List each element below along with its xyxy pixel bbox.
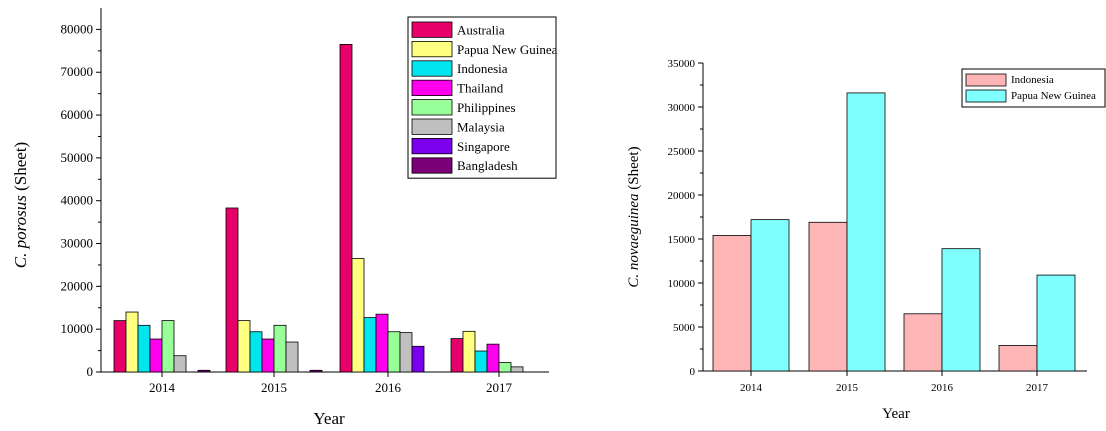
y-tick-label: 10000 <box>61 321 94 336</box>
bar-thailand-2015 <box>261 338 275 373</box>
x-tick-label: 2016 <box>375 380 402 395</box>
legend-label: Indonesia <box>1011 74 1054 86</box>
bar-philippines-2014 <box>161 320 175 373</box>
bar-thailand-2017 <box>486 343 500 373</box>
y-tick-label: 60000 <box>61 107 94 122</box>
legend-swatch <box>411 137 453 155</box>
legend-label: Singapore <box>457 139 510 154</box>
bar-papua-new-guinea-2016 <box>351 258 365 373</box>
bar-malaysia-2014 <box>173 355 187 373</box>
x-tick-label: 2017 <box>486 380 513 395</box>
x-tick-label: 2015 <box>836 382 859 394</box>
bar-australia-2016 <box>339 44 353 373</box>
bar-papua-new-guinea-2014 <box>750 219 790 372</box>
legend-swatch <box>965 89 1007 103</box>
y-tick-label: 0 <box>690 366 696 378</box>
y-tick-label: 50000 <box>61 150 94 165</box>
legend-label: Papua New Guinea <box>457 42 558 57</box>
bar-singapore-2016 <box>411 345 425 373</box>
bar-philippines-2015 <box>273 324 287 373</box>
bar-thailand-2014 <box>149 338 163 373</box>
legend-swatch <box>411 60 453 77</box>
legend-swatch <box>411 79 453 96</box>
y-tick-label: 20000 <box>668 190 696 202</box>
y-tick-label: 0 <box>87 364 94 379</box>
y-tick-label: 70000 <box>61 64 94 79</box>
y-axis-title-italic: C. porosus <box>11 195 30 268</box>
legend: Indonesia Papua New Guinea <box>961 68 1106 108</box>
bar-indonesia-2016 <box>903 313 943 372</box>
y-axis-title: C. novaeguinea (Sheet) <box>626 146 642 287</box>
bar-indonesia-2014 <box>712 235 752 372</box>
legend-swatch <box>965 73 1007 87</box>
x-tick-label: 2016 <box>931 382 954 394</box>
bar-malaysia-2016 <box>399 332 413 373</box>
y-tick-label: 25000 <box>668 146 696 158</box>
legend-label: Australia <box>457 22 505 37</box>
bar-bangladesh-2014 <box>197 369 211 373</box>
x-tick-label: 2014 <box>149 380 176 395</box>
bar-indonesia-2014 <box>137 324 151 373</box>
bar-malaysia-2017 <box>510 366 524 373</box>
x-tick-label: 2017 <box>1026 382 1049 394</box>
bar-philippines-2017 <box>498 362 512 373</box>
legend-swatch <box>411 118 453 135</box>
x-axis-title: Year <box>313 409 345 428</box>
bar-bangladesh-2015 <box>309 369 323 373</box>
legend-label: Indonesia <box>457 61 508 76</box>
bar-australia-2015 <box>225 207 239 373</box>
legend-label: Malaysia <box>457 119 505 134</box>
legend-swatch <box>411 41 453 58</box>
bar-australia-2017 <box>450 338 464 373</box>
legend: Australia Papua New Guinea Indonesia Thaila… <box>407 16 558 179</box>
y-axis-title: C. porosus (Sheet) <box>11 142 30 268</box>
y-tick-label: 30000 <box>61 236 94 251</box>
bar-indonesia-2015 <box>808 221 848 372</box>
y-tick-label: 10000 <box>668 278 696 290</box>
legend-swatch <box>411 21 453 38</box>
y-axis-title-italic: C. novaeguinea <box>626 193 642 287</box>
legend-label: Papua New Guinea <box>1011 90 1096 102</box>
bar-australia-2014 <box>113 320 127 373</box>
x-tick-label: 2015 <box>261 380 287 395</box>
bar-papua-new-guinea-2017 <box>462 330 476 373</box>
bar-papua-new-guinea-2015 <box>846 92 886 372</box>
y-tick-label: 15000 <box>668 234 696 246</box>
bar-philippines-2016 <box>387 331 401 373</box>
x-axis-title: Year <box>882 406 910 422</box>
legend-label: Thailand <box>457 81 504 96</box>
bar-thailand-2016 <box>375 313 389 373</box>
bar-papua-new-guinea-2017 <box>1036 274 1076 372</box>
y-tick-label: 20000 <box>61 278 94 293</box>
y-tick-label: 80000 <box>61 21 94 36</box>
bar-malaysia-2015 <box>285 341 299 373</box>
legend-label: Bangladesh <box>457 158 518 173</box>
bar-indonesia-2015 <box>249 331 263 373</box>
bar-indonesia-2017 <box>998 345 1038 372</box>
bar-papua-new-guinea-2016 <box>941 248 981 372</box>
legend-swatch <box>411 157 453 174</box>
bar-indonesia-2017 <box>474 350 488 373</box>
bar-indonesia-2016 <box>363 317 377 373</box>
y-axis-title-unit: (Sheet) <box>11 142 30 195</box>
bar-papua-new-guinea-2014 <box>125 311 139 373</box>
y-tick-label: 35000 <box>668 58 696 70</box>
chart-c-porosus: 0 10000 20000 30000 40000 50000 60000 70000 8000… <box>11 8 558 428</box>
y-tick-label: 5000 <box>673 322 696 334</box>
chart-c-novaeguinea: 0 5000 10000 15000 20000 25000 30000 35000 2014 2… <box>626 58 1106 422</box>
x-tick-label: 2014 <box>740 382 763 394</box>
legend-label: Philippines <box>457 100 516 115</box>
bar-papua-new-guinea-2015 <box>237 320 251 373</box>
y-tick-label: 40000 <box>61 193 94 208</box>
y-tick-label: 30000 <box>668 102 696 114</box>
legend-swatch <box>411 99 453 116</box>
y-axis-title-unit: (Sheet) <box>626 146 642 193</box>
